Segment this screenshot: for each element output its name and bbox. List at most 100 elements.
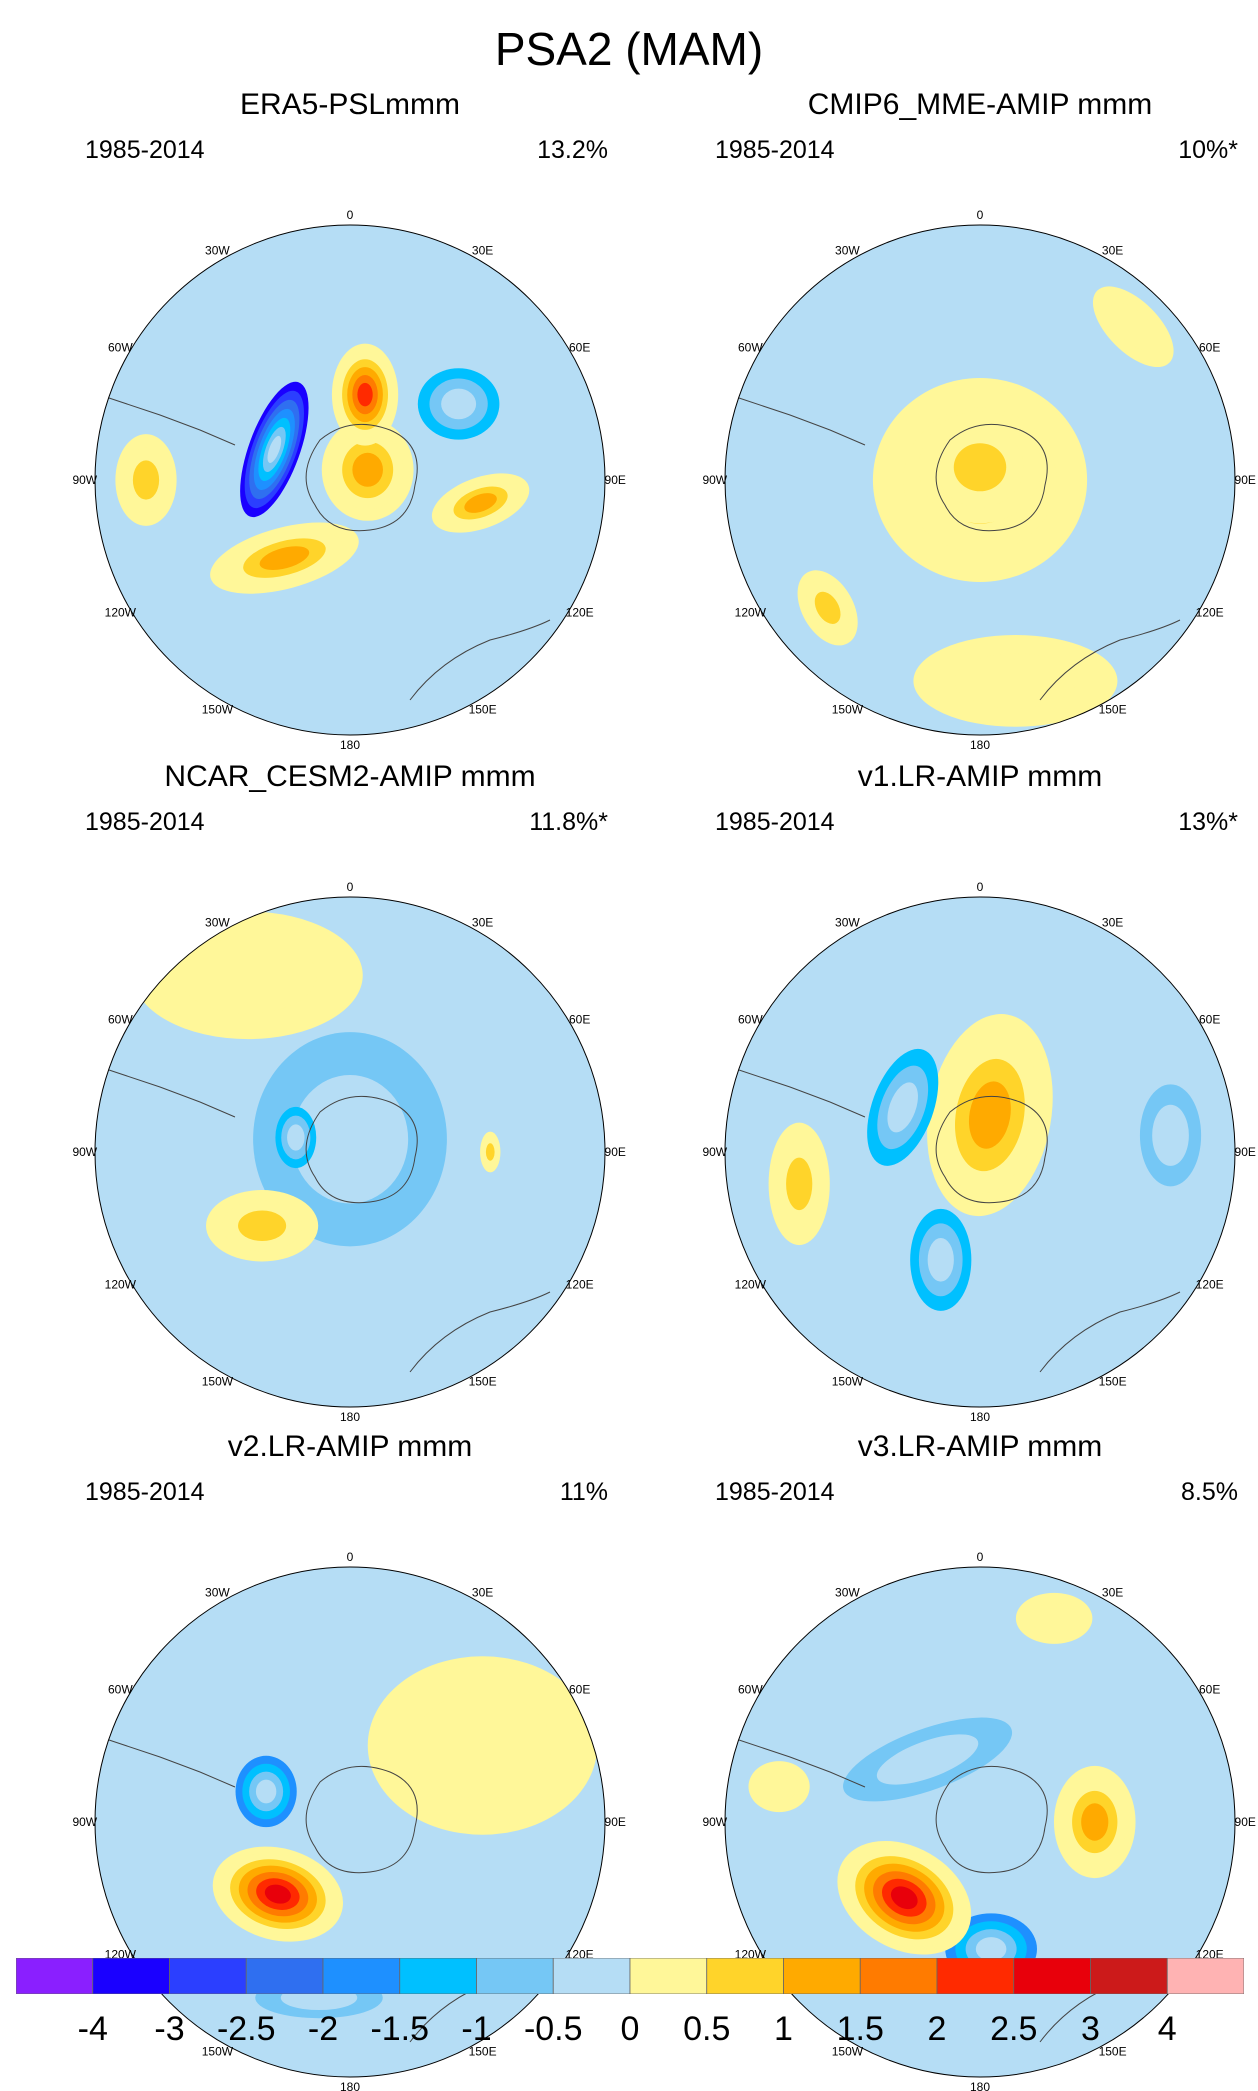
map-border — [724, 896, 1236, 1408]
longitude-label: 0 — [977, 880, 984, 894]
south-america-coastline — [99, 394, 236, 446]
longitude-label: 90E — [605, 1145, 626, 1159]
panel-title: CMIP6_MME-AMIP mmm — [807, 88, 1153, 121]
longitude-label: 60W — [738, 1012, 763, 1026]
longitude-label: 30E — [472, 915, 493, 929]
longitude-label: 60W — [108, 1012, 133, 1026]
variance-explained: 8.5% — [1181, 1478, 1238, 1506]
colorbar-tick-label: -0.5 — [523, 2010, 583, 2048]
longitude-label: 60E — [1199, 340, 1220, 354]
longitude-label: 90E — [605, 1815, 626, 1829]
australia-coastline — [409, 619, 551, 701]
longitude-label: 0 — [347, 1550, 354, 1564]
contour-region — [413, 1691, 552, 1800]
map-border — [94, 224, 606, 736]
colorbar-swatch — [15, 1957, 94, 1995]
map-border — [94, 896, 606, 1408]
longitude-label: 30E — [472, 1585, 493, 1599]
contour-region — [814, 591, 841, 624]
antarctica-coastline — [935, 1095, 1048, 1204]
contour-region — [267, 435, 282, 463]
map-panel: CMIP6_MME-AMIP mmm 0 30E 60E 90E 120E 150E 180 1… — [670, 88, 1258, 752]
longitude-label: 120E — [1196, 606, 1224, 620]
longitude-label: 60E — [569, 1012, 590, 1026]
australia-coastline — [409, 1291, 551, 1373]
colorbar-labels: -4 -3 -2.5 -2 -1.5 -1 -0.5 0 0.5 1 1.5 2 2.5 3 4 — [0, 2010, 1258, 2060]
colorbar-tick-label: -2.5 — [216, 2010, 276, 2048]
south-america-coastline — [99, 1066, 236, 1118]
australia-coastline — [1039, 1291, 1181, 1373]
longitude-label: 180 — [970, 1410, 990, 1424]
longitude-label: 150E — [1099, 703, 1127, 717]
longitude-label: 30E — [1102, 1585, 1123, 1599]
longitude-label: 150W — [832, 2045, 864, 2059]
variance-explained: 11.8%* — [529, 808, 608, 836]
colorbar-tick-label: 0.5 — [683, 2010, 731, 2048]
longitude-label: 150W — [202, 1375, 234, 1389]
colorbar-tick-label: -4 — [77, 2010, 108, 2048]
variance-explained: 13.2% — [537, 136, 608, 164]
map-panel: ERA5-PSLmmm 0 30E 60E 90E 120E 150E 180 150W 120W… — [40, 88, 660, 752]
panel-period: 1985-2014 — [85, 1478, 205, 1506]
longitude-label: 60E — [1199, 1012, 1220, 1026]
longitude-label: 120E — [566, 606, 594, 620]
longitude-label: 30E — [1102, 915, 1123, 929]
contour-region — [760, 1771, 798, 1802]
colorbar-swatch — [169, 1957, 247, 1995]
antarctica-coastline — [305, 1765, 418, 1874]
longitude-label: 150W — [832, 1375, 864, 1389]
antarctica-coastline — [935, 1765, 1048, 1874]
longitude-label: 150E — [469, 1375, 497, 1389]
colorbar-swatch — [1013, 1957, 1091, 1995]
colorbar-swatch — [322, 1957, 401, 1995]
colorbar-tick-label: 1.5 — [836, 2010, 884, 2048]
colorbar-swatch — [1166, 1957, 1245, 1995]
south-america-coastline — [729, 1736, 866, 1788]
longitude-label: 120W — [735, 1278, 767, 1292]
colorbar-swatch — [1090, 1957, 1168, 1995]
panel-title: NCAR_CESM2-AMIP mmm — [164, 760, 536, 793]
colorbar-swatch — [783, 1957, 861, 1995]
colorbar-tick-label: 1 — [774, 2010, 793, 2048]
longitude-label: 0 — [977, 1550, 984, 1564]
colorbar-swatch — [399, 1957, 477, 1995]
longitude-label: 90W — [702, 473, 727, 487]
longitude-label: 60W — [108, 340, 133, 354]
panel-title: ERA5-PSLmmm — [239, 88, 461, 121]
contour-region — [876, 1734, 979, 1785]
antarctica-coastline — [935, 423, 1048, 532]
variance-explained: 11% — [559, 1478, 608, 1506]
contour-region — [968, 1081, 1011, 1149]
longitude-label: 90W — [72, 473, 97, 487]
contour-region — [238, 1210, 287, 1242]
map-border — [94, 1566, 606, 2078]
longitude-label: 60W — [738, 1682, 763, 1696]
contour-region — [441, 388, 477, 420]
longitude-label: 0 — [347, 880, 354, 894]
contour-region — [1031, 1603, 1078, 1634]
colorbar-tick-label: 2.5 — [990, 2010, 1038, 2048]
panel-period: 1985-2014 — [715, 136, 835, 164]
map-border — [724, 1566, 1236, 2078]
colorbar-tick-label: -1.5 — [370, 2010, 430, 2048]
longitude-label: 120E — [1196, 1278, 1224, 1292]
south-america-coastline — [99, 1736, 236, 1788]
contour-region — [1081, 1803, 1109, 1841]
contour-region — [255, 1779, 277, 1804]
longitude-label: 180 — [970, 738, 990, 752]
colorbar-tick-label: 4 — [1157, 2010, 1177, 2048]
panel-period: 1985-2014 — [85, 808, 205, 836]
colorbar-tick-label: 2 — [927, 2010, 947, 2048]
longitude-label: 120W — [735, 606, 767, 620]
longitude-label: 30W — [205, 1585, 230, 1599]
map-panel: v3.LR-AMIP mmm 0 30E 60E 90E 120E 150E 180 150W 1… — [670, 1430, 1258, 2091]
contour-region — [485, 1143, 495, 1161]
longitude-label: 0 — [977, 208, 984, 222]
longitude-label: 0 — [347, 208, 354, 222]
colorbar-swatch — [476, 1957, 554, 1995]
longitude-label: 150W — [202, 703, 234, 717]
longitude-label: 90W — [72, 1815, 97, 1829]
